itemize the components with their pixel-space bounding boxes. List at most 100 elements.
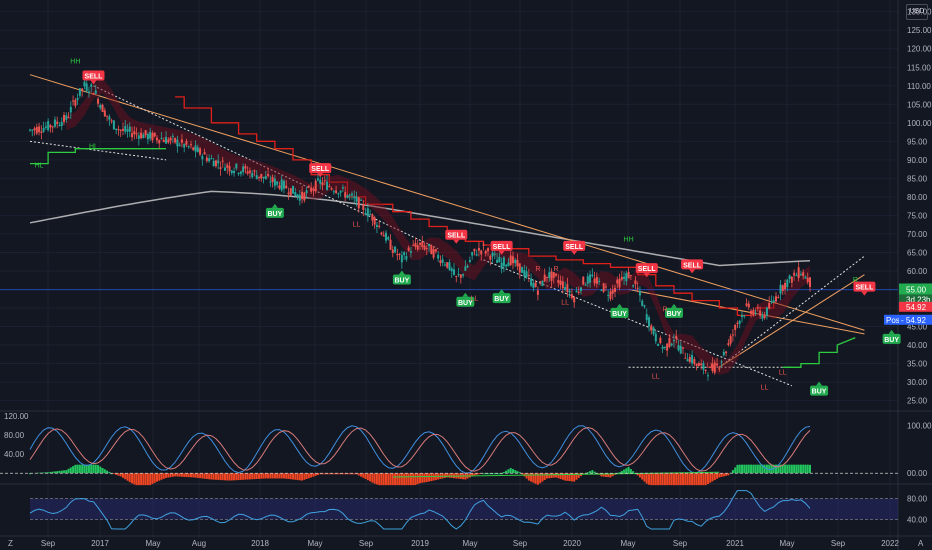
oscillator-bar [174,473,177,477]
candle-body [484,251,487,254]
candle-body [759,310,762,316]
candle-body [323,180,326,182]
sell-label: SELL [85,73,104,80]
oscillator-bar [97,465,100,474]
currency-label[interactable]: USD [906,4,928,20]
oscillator-bar [582,473,585,475]
candle-body [94,90,97,94]
x-axis-label: Sep [513,539,528,548]
oscillator-bar [398,473,401,486]
candle-body [248,170,251,173]
oscillator-bar [255,473,258,480]
candle-body [47,121,50,131]
candle-body [146,134,149,140]
y-axis-label: 75.00 [907,211,928,220]
oscillator-bar [269,473,272,479]
oscillator-bar [242,473,245,480]
candle-body [228,166,231,172]
candle-body [389,239,392,250]
oscillator-bar [802,464,805,474]
x-axis-label: May [462,539,477,548]
candle-body [380,232,383,235]
oscillator-bar [378,473,381,486]
oscillator-bar [323,473,326,475]
oscillator-bar [267,473,270,479]
oscillator-bar [203,473,206,479]
oscillator-bar [108,471,111,474]
auto-scale-icon: A [918,539,924,548]
candle-body [35,127,38,134]
oscillator-bar [357,473,360,476]
candle-body [718,368,721,370]
buy-marker: BUY [664,303,683,318]
oscillator-bar [83,464,86,474]
candle-body [65,115,68,120]
oscillator-bar [541,473,544,482]
x-axis-label: May [620,539,635,548]
sell-label: SELL [683,262,702,269]
oscillator-bar [716,473,719,479]
candle-body [255,175,258,180]
oscillator-bar [285,473,288,479]
candle-body [663,346,666,348]
y-axis-label: 110.00 [907,82,931,91]
candle-body [214,160,217,167]
x-axis-label: Sep [41,539,56,548]
oscillator-bar [128,473,131,483]
oscillator-bar [335,473,338,475]
oscillator-bar [228,473,231,481]
candle-body [788,275,791,279]
oscillator-bar [183,473,186,477]
candle-body [162,140,165,143]
oscillator-bar [369,473,372,482]
oscillator-bar [185,473,188,478]
oscillator-bar [498,473,501,475]
candle-body [446,262,449,268]
candle-body [686,359,689,362]
y-axis-label: 100.00 [907,119,932,128]
candle-body [97,98,100,104]
sell-marker: SELL [309,163,332,178]
oscillator-bar [738,464,741,474]
candle-body [697,363,700,367]
candle-body [407,247,410,251]
candle-body [659,337,662,343]
oscillator-bar [604,473,607,477]
oscillator-bar [657,473,660,486]
candle-body [614,287,616,293]
candle-body [178,144,181,146]
oscillator-bar [219,473,222,481]
candle-body [620,276,623,280]
buy-tag-pointer [271,203,278,208]
candle-body [330,188,333,190]
candle-body [396,254,399,256]
candle-body [81,88,84,91]
oscillator-bar [298,473,301,481]
oscillator-bar [307,473,310,479]
oscillator-bar [44,472,47,474]
oscillator-bar [675,473,678,486]
sell-label: SELL [447,233,466,240]
oscillator-bar [360,473,363,477]
dotted-line [718,255,865,368]
candle-body [151,133,154,141]
candle-body [704,369,707,371]
oscillator-bar [740,464,743,474]
candle-body [192,147,195,151]
candle-body [409,250,412,253]
oscillator-bar [795,464,798,474]
oscillator-bar [781,464,784,474]
sell-marker: SELL [82,70,105,85]
oscillator-bar [684,473,687,486]
oscillator-bar [49,471,52,474]
candle-body [530,278,533,286]
candle-body [548,272,551,279]
oscillator-bar [403,473,406,486]
oscillator-bar [405,473,408,486]
candle-body [183,144,186,148]
buy-label: BUY [394,278,409,285]
pattern-label: R [662,307,667,314]
candle-body [101,104,104,113]
